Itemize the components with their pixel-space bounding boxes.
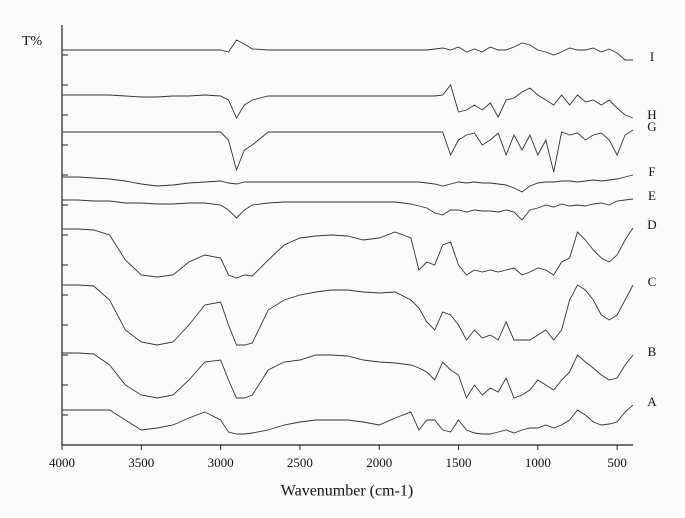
series-label: H xyxy=(647,107,656,122)
x-tick-label: 500 xyxy=(607,455,627,470)
series-label: G xyxy=(647,119,656,134)
spectrum-line xyxy=(62,198,634,221)
x-axis-label: Wavenumber (cm-1) xyxy=(281,483,413,500)
series-label: E xyxy=(648,188,656,203)
spectrum-line xyxy=(62,129,634,173)
x-tick-label: 2500 xyxy=(287,455,313,470)
spectrum-line xyxy=(62,284,634,346)
series-label: F xyxy=(648,164,655,179)
series-label: C xyxy=(648,274,657,289)
spectrum-line xyxy=(62,352,634,400)
spectrum-line xyxy=(62,404,634,435)
x-tick-label: 3500 xyxy=(128,455,154,470)
spectrum-line xyxy=(62,227,634,279)
series-label: D xyxy=(647,217,656,232)
series-label: A xyxy=(647,394,657,409)
spectrum-line xyxy=(62,39,633,61)
x-tick-label: 1000 xyxy=(525,455,551,470)
spectrum-line xyxy=(62,174,634,193)
x-tick-label: 1500 xyxy=(446,455,472,470)
x-tick-label: 2000 xyxy=(366,455,392,470)
series-label: B xyxy=(648,344,657,359)
x-tick-label: 3000 xyxy=(208,455,234,470)
spectrum-line xyxy=(62,84,634,119)
y-axis-label: T% xyxy=(22,34,43,49)
series-label: I xyxy=(650,49,654,64)
x-tick-label: 4000 xyxy=(49,455,75,470)
